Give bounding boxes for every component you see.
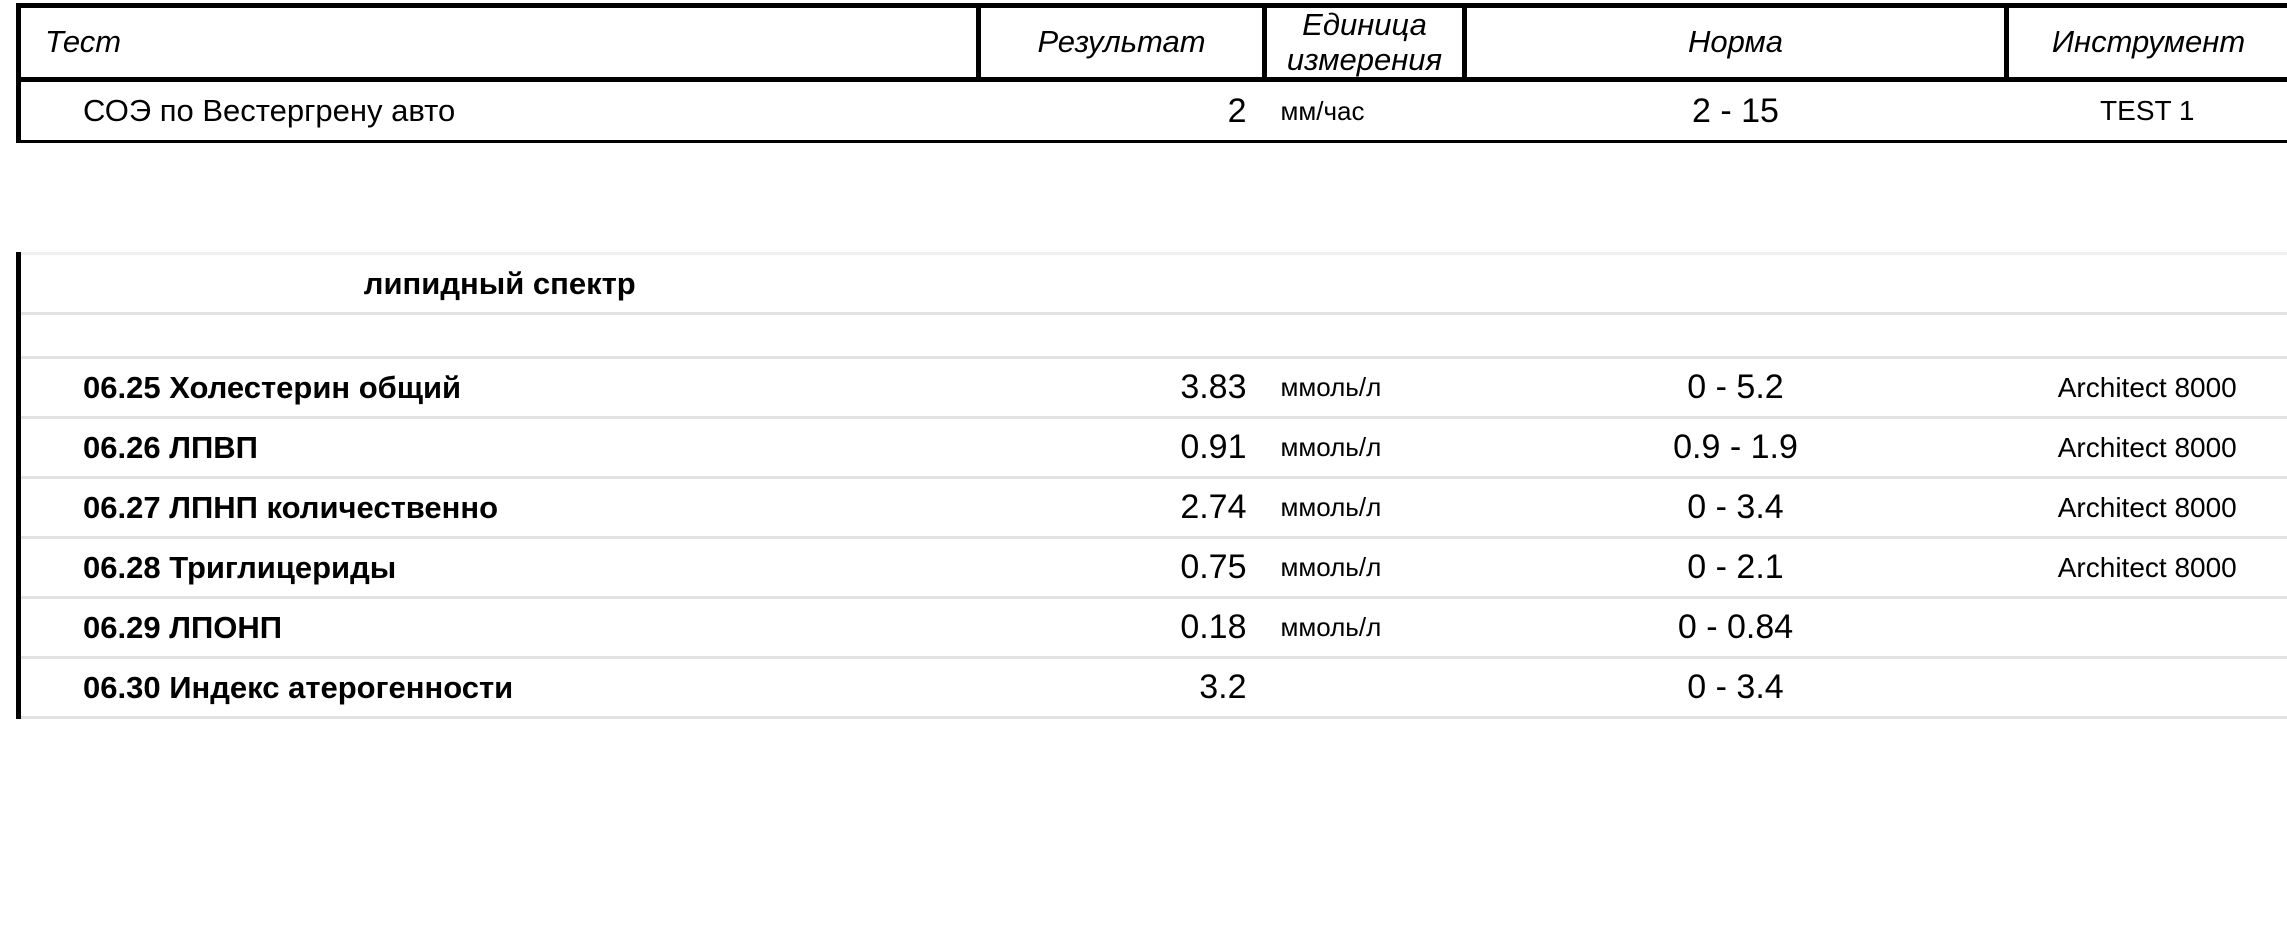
- column-header-norm: Норма: [1462, 2, 2007, 83]
- table-header-row: Тест Результат Единица измерения Норма И…: [16, 2, 2287, 83]
- column-header-unit-line1: Единица: [1302, 7, 1427, 42]
- cell-instrument: Architect 8000: [2006, 356, 2287, 418]
- cell-unit: ммоль/л: [1264, 596, 1465, 658]
- section-title-norm-pad: [1464, 252, 2007, 314]
- cell-result: 0.75: [978, 536, 1265, 598]
- section-title: липидный спектр: [16, 252, 979, 314]
- cell-test: 06.27 ЛПНП количественно: [16, 476, 979, 538]
- spacer-cell-test: [16, 312, 979, 358]
- cell-unit: ммоль/л: [1264, 476, 1465, 538]
- results-header-table: Тест Результат Единица измерения Норма И…: [16, 2, 2287, 144]
- spacer-cell-result: [978, 312, 1265, 358]
- section-title-instrument-pad: [2006, 252, 2287, 314]
- cell-norm: 0 - 5.2: [1464, 356, 2007, 418]
- cell-norm: 0.9 - 1.9: [1464, 416, 2007, 478]
- cell-unit: [1264, 656, 1465, 719]
- cell-unit: мм/час: [1264, 79, 1465, 144]
- section-title-row: липидный спектр: [16, 252, 2287, 314]
- cell-instrument: [2006, 596, 2287, 658]
- column-header-unit-line2: измерения: [1286, 41, 1443, 77]
- cell-result: 2: [978, 79, 1265, 144]
- spacer-row: [16, 312, 2287, 358]
- spacer-cell-norm: [1464, 312, 2007, 358]
- cell-unit: ммоль/л: [1264, 356, 1465, 418]
- column-header-instrument: Инструмент: [2004, 2, 2287, 83]
- table-row: 06.26 ЛПВП 0.91 ммоль/л 0.9 - 1.9 Archit…: [16, 416, 2287, 478]
- cell-instrument: TEST 1: [2006, 79, 2287, 144]
- spacer-cell-unit: [1264, 312, 1465, 358]
- cell-test: 06.29 ЛПОНП: [16, 596, 979, 658]
- cell-test: 06.30 Индекс атерогенности: [16, 656, 979, 719]
- cell-norm: 0 - 0.84: [1464, 596, 2007, 658]
- cell-result: 3.83: [978, 356, 1265, 418]
- table-row: 06.29 ЛПОНП 0.18 ммоль/л 0 - 0.84: [16, 596, 2287, 658]
- cell-norm: 2 - 15: [1464, 79, 2007, 144]
- cell-instrument: Architect 8000: [2006, 536, 2287, 598]
- cell-norm: 0 - 2.1: [1464, 536, 2007, 598]
- section-title-unit-pad: [1264, 252, 1465, 314]
- column-header-result: Результат: [976, 2, 1265, 83]
- cell-test: 06.25 Холестерин общий: [16, 356, 979, 418]
- cell-unit: ммоль/л: [1264, 416, 1465, 478]
- cell-test: СОЭ по Вестергрену авто: [16, 79, 979, 144]
- cell-test: 06.28 Триглицериды: [16, 536, 979, 598]
- cell-unit: ммоль/л: [1264, 536, 1465, 598]
- column-header-unit: Единица измерения: [1262, 2, 1465, 83]
- cell-norm: 0 - 3.4: [1464, 476, 2007, 538]
- table-row: 06.27 ЛПНП количественно 2.74 ммоль/л 0 …: [16, 476, 2287, 538]
- cell-result: 3.2: [978, 656, 1265, 719]
- cell-test: 06.26 ЛПВП: [16, 416, 979, 478]
- table-row: 06.28 Триглицериды 0.75 ммоль/л 0 - 2.1 …: [16, 536, 2287, 598]
- cell-result: 0.91: [978, 416, 1265, 478]
- section-title-result-pad: [978, 252, 1265, 314]
- table-row: 06.30 Индекс атерогенности 3.2 0 - 3.4: [16, 656, 2287, 719]
- cell-result: 0.18: [978, 596, 1265, 658]
- lipid-panel-table: липидный спектр 06.25 Холестерин общий 3…: [16, 252, 2287, 719]
- cell-instrument: Architect 8000: [2006, 476, 2287, 538]
- cell-instrument: Architect 8000: [2006, 416, 2287, 478]
- spacer-cell-instrument: [2006, 312, 2287, 358]
- column-header-test: Тест: [16, 2, 979, 83]
- cell-instrument: [2006, 656, 2287, 719]
- cell-norm: 0 - 3.4: [1464, 656, 2007, 719]
- cell-result: 2.74: [978, 476, 1265, 538]
- table-row: 06.25 Холестерин общий 3.83 ммоль/л 0 - …: [16, 356, 2287, 418]
- table-row: СОЭ по Вестергрену авто 2 мм/час 2 - 15 …: [16, 79, 2287, 144]
